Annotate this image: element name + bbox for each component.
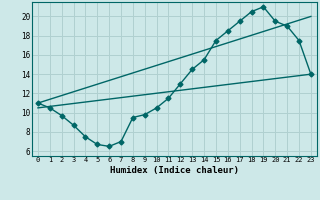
X-axis label: Humidex (Indice chaleur): Humidex (Indice chaleur) <box>110 166 239 175</box>
